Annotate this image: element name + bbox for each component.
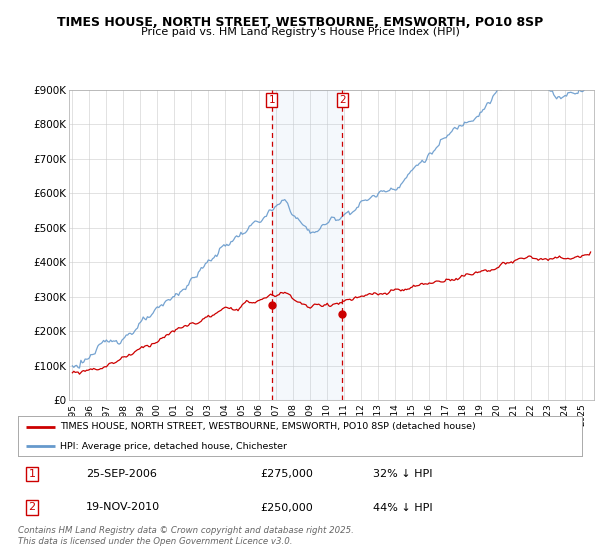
- Text: £250,000: £250,000: [260, 502, 313, 512]
- Text: HPI: Average price, detached house, Chichester: HPI: Average price, detached house, Chic…: [60, 442, 287, 451]
- Text: 1: 1: [268, 95, 275, 105]
- Text: 2: 2: [339, 95, 346, 105]
- Text: 19-NOV-2010: 19-NOV-2010: [86, 502, 160, 512]
- Text: Price paid vs. HM Land Registry's House Price Index (HPI): Price paid vs. HM Land Registry's House …: [140, 27, 460, 37]
- Text: 25-SEP-2006: 25-SEP-2006: [86, 469, 157, 479]
- Text: 2: 2: [29, 502, 35, 512]
- Text: 44% ↓ HPI: 44% ↓ HPI: [373, 502, 433, 512]
- Text: 1: 1: [29, 469, 35, 479]
- Bar: [272, 90, 343, 400]
- Text: TIMES HOUSE, NORTH STREET, WESTBOURNE, EMSWORTH, PO10 8SP: TIMES HOUSE, NORTH STREET, WESTBOURNE, E…: [57, 16, 543, 29]
- Text: TIMES HOUSE, NORTH STREET, WESTBOURNE, EMSWORTH, PO10 8SP (detached house): TIMES HOUSE, NORTH STREET, WESTBOURNE, E…: [60, 422, 476, 431]
- Text: £275,000: £275,000: [260, 469, 313, 479]
- Text: Contains HM Land Registry data © Crown copyright and database right 2025.
This d: Contains HM Land Registry data © Crown c…: [18, 526, 354, 546]
- Text: 32% ↓ HPI: 32% ↓ HPI: [373, 469, 433, 479]
